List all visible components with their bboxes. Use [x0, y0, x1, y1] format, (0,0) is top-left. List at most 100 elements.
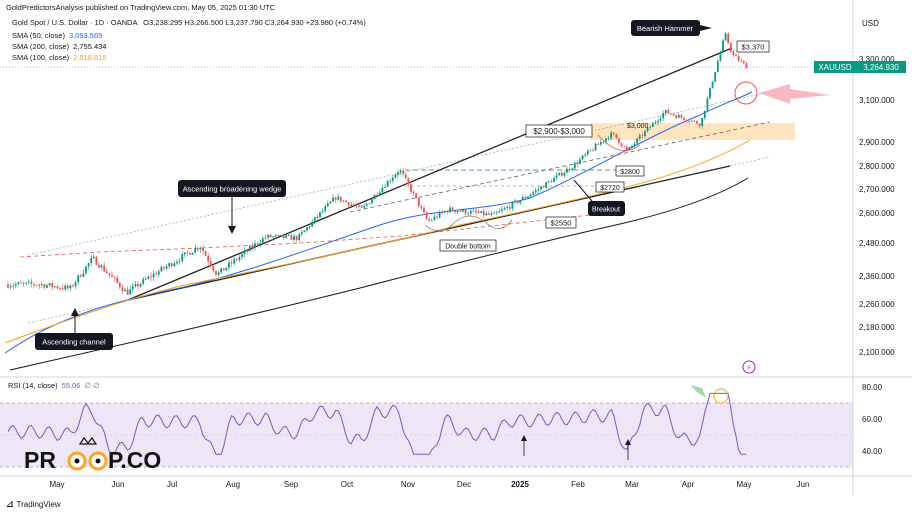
candle-body [571, 168, 574, 171]
candle-body [217, 272, 220, 275]
legend-sma-100[interactable]: SMA (100, close) 2,918.815 [12, 53, 106, 62]
candle-body [235, 259, 238, 261]
candle-body [592, 150, 594, 151]
rsi-tick: 80.00 [862, 383, 883, 392]
candle-body [248, 245, 251, 252]
legend-sma-50[interactable]: SMA (50, close) 3,093.565 [12, 31, 102, 40]
candle-body [464, 209, 467, 214]
candle-body [212, 266, 215, 271]
target-circle [734, 81, 758, 105]
ascending-channel-label: Ascending channel [42, 338, 106, 347]
time-tick: Apr [682, 480, 695, 489]
candle-body [303, 230, 306, 233]
candle-body [339, 196, 342, 202]
candle-body [651, 123, 654, 128]
candle-body [605, 138, 607, 142]
candle-body [202, 247, 204, 252]
candle-body [438, 212, 441, 218]
time-tick: Jun [112, 480, 125, 489]
candle-body [573, 162, 576, 169]
candle-body [95, 256, 98, 265]
candle-body [620, 143, 623, 147]
candle-body [449, 207, 451, 213]
candle-body [610, 132, 613, 139]
candle-body [644, 131, 646, 137]
candle-body [454, 210, 457, 213]
candle-body [542, 186, 545, 188]
candle-body [165, 266, 168, 269]
candle-body [25, 282, 28, 284]
rsi-arrow-1-head [521, 435, 527, 441]
candle-body [66, 285, 69, 289]
candle-body [287, 235, 290, 236]
candle-body [711, 81, 714, 88]
candle-body [389, 180, 392, 182]
level-2550-label: $2550 [551, 219, 572, 228]
footer-brand: TradingView [16, 500, 61, 509]
breakout-label: Breakout [592, 207, 620, 214]
candle-body [160, 266, 163, 272]
legend-sma-200[interactable]: SMA (200, close) 2,755.434 [12, 42, 106, 51]
lightning-icon: ⚡ [747, 364, 752, 372]
double-bottom-box [439, 239, 497, 252]
candle-body [111, 275, 113, 277]
candle-body [480, 211, 483, 213]
candle-body [602, 141, 605, 143]
candle-body [222, 268, 225, 271]
candle-body [477, 212, 480, 214]
candle-body [633, 143, 636, 146]
candle-body [254, 243, 256, 248]
legend-rsi-value: 55.06 [61, 381, 81, 390]
candle-body [170, 263, 173, 267]
price-tick: 2,360.000 [859, 272, 895, 281]
candle-body [404, 174, 407, 179]
candle-body [267, 234, 269, 238]
bearish-hammer-label: Bearish Hammer [637, 24, 694, 33]
candle-body [371, 199, 373, 204]
candle-body [469, 211, 472, 214]
ohlc-values: O3,238.295 H3,266.500 L3,237.790 C3,264.… [143, 18, 366, 27]
candle-body [560, 172, 563, 176]
candle-body [664, 109, 667, 114]
candle-body [277, 235, 280, 236]
candle-body [482, 211, 485, 216]
candle-body [706, 98, 709, 111]
candle-body [690, 120, 693, 122]
candle-body [547, 181, 550, 183]
candle-body [545, 182, 548, 188]
candle-body [636, 138, 639, 144]
candle-body [259, 243, 262, 245]
candle-body [701, 117, 704, 127]
level-2720-box [595, 181, 625, 193]
candle-body [30, 281, 33, 284]
candle-body [350, 204, 353, 206]
candle-body [186, 252, 189, 254]
candle-body [59, 288, 61, 289]
candle-body [129, 289, 132, 295]
candle-body [599, 141, 602, 145]
level-2550-box [545, 216, 577, 229]
candle-body [345, 200, 347, 203]
legend-rsi[interactable]: RSI (14, close) 55.06 ∅ ∅ [8, 381, 100, 390]
price-tick: 2,800.000 [859, 162, 895, 171]
candle-body [121, 287, 124, 292]
candle-body [230, 262, 233, 264]
candle-body [105, 271, 108, 274]
candle-body [85, 266, 87, 274]
candle-body [14, 284, 17, 286]
candle-body [233, 259, 236, 264]
candle-body [693, 120, 696, 122]
channel-mid-line [349, 121, 771, 213]
candle-body [17, 282, 20, 285]
ascending-channel-callout [35, 333, 113, 350]
event-marker-icon[interactable] [742, 360, 756, 374]
candle-body [506, 206, 509, 209]
legend-sma-100-label: SMA (100, close) [12, 53, 70, 62]
time-tick: 2025 [511, 480, 529, 489]
candle-body [529, 194, 532, 197]
candlesticks [7, 31, 748, 296]
candle-body [194, 248, 197, 253]
candle-body [508, 206, 511, 209]
candle-body [511, 202, 514, 209]
time-tick: Dec [457, 480, 471, 489]
